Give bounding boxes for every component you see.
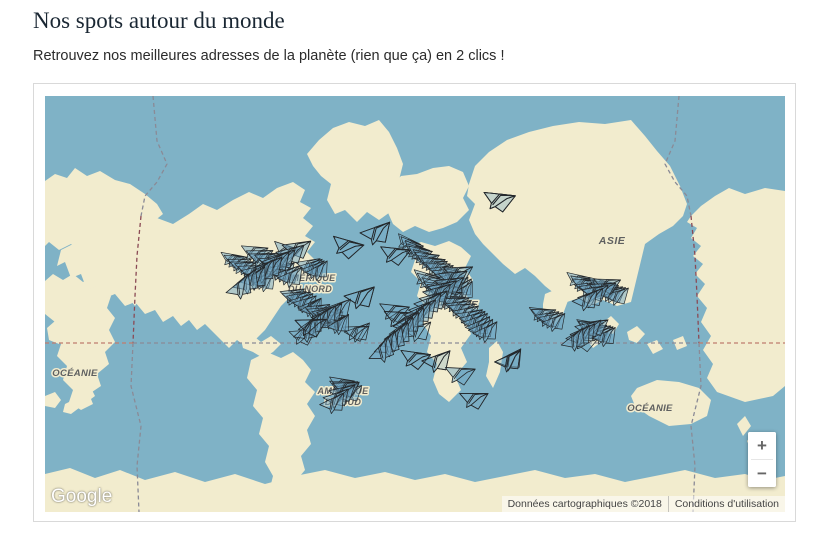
svg-text:ASIE: ASIE xyxy=(598,235,626,247)
svg-text:OCÉANIE: OCÉANIE xyxy=(52,368,98,379)
svg-text:OCÉANIE: OCÉANIE xyxy=(627,403,673,414)
